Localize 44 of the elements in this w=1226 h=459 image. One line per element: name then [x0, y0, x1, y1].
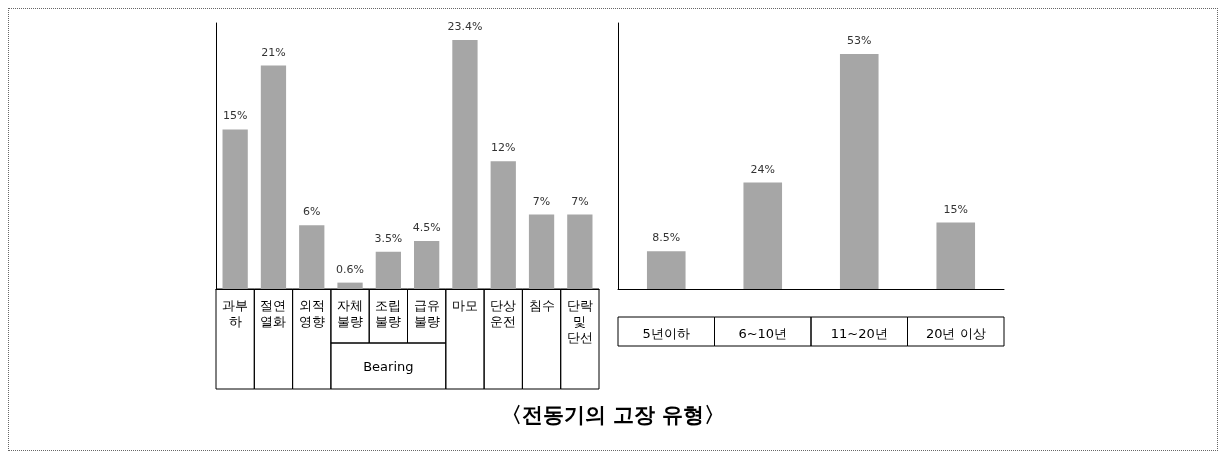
data-label: 7%	[532, 194, 551, 208]
data-label: 53%	[847, 34, 872, 48]
bar	[299, 225, 325, 289]
bar	[414, 241, 440, 289]
bar	[490, 161, 516, 289]
data-label: 15%	[943, 202, 968, 216]
x-tick-label: 침수	[528, 297, 555, 313]
bar	[452, 40, 478, 289]
x-tick-label: 단락 및 단선	[566, 297, 593, 345]
x-tick-label: 과부하	[222, 297, 249, 329]
x-tick-label: 단상운전	[490, 297, 517, 329]
bar	[567, 214, 593, 289]
data-label: 24%	[750, 162, 775, 176]
data-label: 21%	[261, 45, 286, 59]
bar	[646, 251, 686, 289]
x-tick-label: 조립불량	[375, 297, 402, 329]
bar	[375, 251, 401, 289]
x-tick-label: 자체불량	[337, 297, 364, 329]
data-label: 8.5%	[652, 231, 681, 245]
bar	[839, 54, 879, 289]
bar	[260, 65, 287, 289]
bar	[222, 129, 248, 289]
x-tick-label: 절연열화	[260, 297, 287, 329]
data-label: 7%	[571, 194, 589, 208]
x-tick-label: 6~10년	[738, 325, 788, 341]
data-label: 0.6%	[336, 262, 365, 276]
bar	[337, 282, 363, 289]
text: Bearing	[363, 358, 414, 374]
bar	[528, 214, 555, 289]
x-tick-label: 마모	[451, 297, 478, 313]
data-label: 4.5%	[412, 221, 441, 235]
x-tick-label: 5년이하	[642, 325, 690, 341]
x-tick-label: 급유불량	[413, 297, 440, 329]
text: 〈전동기의 고장 유형〉	[499, 402, 727, 429]
data-label: 15%	[222, 109, 248, 123]
data-label: 23.4%	[447, 20, 483, 34]
data-label: 12%	[491, 141, 516, 155]
data-label: 3.5%	[374, 231, 403, 245]
bar	[936, 222, 976, 289]
x-tick-label: 외적영향	[298, 297, 325, 329]
x-tick-label: 11~20년	[830, 325, 888, 341]
data-label: 6%	[303, 205, 321, 219]
x-tick-label: 20년 이상	[925, 325, 986, 341]
bar	[743, 182, 783, 289]
